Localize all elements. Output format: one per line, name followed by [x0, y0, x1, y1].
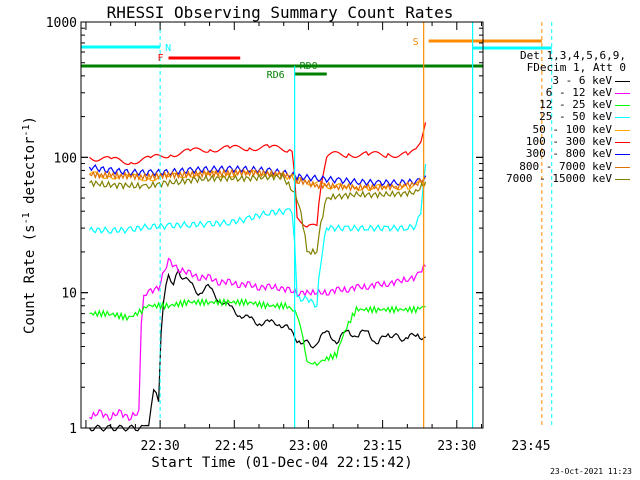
series-line-7: [89, 168, 426, 192]
legend-item-label: 12 - 25 keV: [539, 98, 612, 112]
legend-item: 3 - 6 keV: [486, 73, 636, 87]
series-line-1: [89, 257, 427, 422]
legend-item-label: 100 - 300 keV: [525, 135, 612, 149]
y-tick-label: 100: [54, 151, 77, 166]
legend-item-label: 6 - 12 keV: [545, 85, 612, 99]
legend-swatch: [615, 178, 630, 180]
legend-item-label: 25 - 50 keV: [539, 110, 612, 124]
y-axis-label: Count Rate (s-1 detector-1): [21, 116, 38, 334]
legend-swatch: [615, 166, 630, 168]
y-tick-label: 1: [69, 422, 77, 437]
legend-swatch: [615, 129, 630, 131]
legend-item-label: 50 - 100 keV: [532, 122, 612, 136]
x-tick-label: 22:45: [215, 439, 254, 454]
x-tick-label: 23:00: [289, 439, 328, 454]
legend-item: 100 - 300 keV: [486, 135, 636, 149]
series-line-0: [88, 268, 426, 432]
timestamp: 23-Oct-2021 11:23: [550, 467, 632, 476]
legend-item: 50 - 100 keV: [486, 122, 636, 136]
legend-header-line-2: FDecim 1, Att 0: [526, 61, 626, 75]
legend-swatch: [615, 80, 630, 82]
y-tick-label: 10: [61, 287, 77, 302]
y-tick-label: 1000: [46, 16, 77, 31]
legend-item: 12 - 25 keV: [486, 98, 636, 112]
x-tick-label: 22:30: [141, 439, 180, 454]
plot-frame: [80, 21, 484, 429]
marker-rd0-label: RD0: [300, 61, 318, 72]
legend-swatch: [615, 105, 630, 107]
series-line-5: [89, 122, 427, 228]
legend-swatch: [615, 117, 630, 119]
legend-item: 7000 - 15000 keV: [486, 171, 636, 185]
axes: 1 10 100 1000 22:30 22:45 23:00 23:15 23:30 23:45: [46, 16, 551, 454]
marker-s-label: S: [413, 37, 419, 48]
series-line-3: [88, 164, 427, 309]
legend-item-label: 800 - 7000 keV: [519, 159, 612, 173]
marker-rd6-label: RD6: [267, 70, 285, 81]
legend-header-line-1: Det 1,3,4,5,6,9,: [520, 49, 626, 62]
series-line-2: [89, 297, 426, 367]
legend-item: 25 - 50 keV: [486, 111, 636, 123]
legend: Det 1,3,4,5,6,9, FDecim 1, Att 0 3 - 6 k…: [486, 49, 636, 185]
marker-f-label: F: [158, 53, 164, 64]
marker-n-label: N: [165, 43, 171, 54]
chart-title: RHESSI Observing Summary Count Rates: [107, 3, 454, 22]
legend-item: 6 - 12 keV: [486, 85, 636, 99]
legend-item-label: 7000 - 15000 keV: [506, 171, 612, 185]
legend-item-label: 3 - 6 keV: [552, 73, 612, 87]
x-axis-label: Start Time (01-Dec-04 22:15:42): [151, 455, 412, 471]
legend-swatch: [615, 142, 630, 144]
x-tick-label: 23:45: [511, 439, 550, 454]
x-tick-label: 23:30: [437, 439, 476, 454]
series-line-8: [89, 172, 427, 256]
legend-item-label: 300 - 800 keV: [525, 147, 612, 161]
legend-item: 800 - 7000 keV: [486, 159, 636, 173]
x-tick-label: 23:15: [363, 439, 402, 454]
legend-item: 300 - 800 keV: [486, 148, 636, 160]
legend-swatch: [615, 92, 630, 94]
plot-content: NF S RD0 RD6: [81, 22, 553, 432]
legend-swatch: [615, 154, 630, 156]
